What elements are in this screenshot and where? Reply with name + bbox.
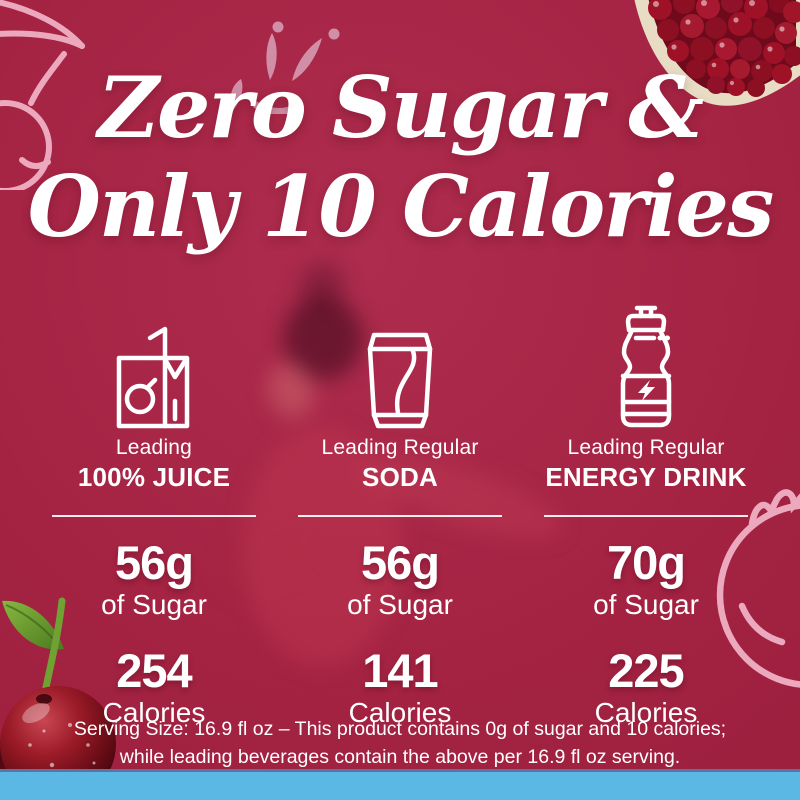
comparison-columns: Leading 100% JUICE 56g of Sugar 254 Calo… bbox=[38, 300, 762, 729]
disclaimer-line1: Serving Size: 16.9 fl oz – This product … bbox=[73, 718, 727, 740]
column-divider bbox=[297, 515, 503, 517]
comparison-column-soda: Leading Regular SODA 56g of Sugar 141 Ca… bbox=[284, 300, 516, 729]
headline: Zero Sugar & Only 10 Calories bbox=[0, 58, 800, 256]
disclaimer-line2: while leading beverages contain the abov… bbox=[119, 745, 681, 768]
column-label-line2: ENERGY DRINK bbox=[545, 462, 747, 492]
column-divider bbox=[543, 515, 749, 517]
footer-color-strip bbox=[0, 769, 800, 800]
calories-value: 141 bbox=[362, 644, 438, 697]
column-label-line2: SODA bbox=[362, 462, 438, 492]
comparison-column-energy-drink: Leading Regular ENERGY DRINK 70g of Suga… bbox=[530, 300, 762, 729]
serving-size-disclaimer: Serving Size: 16.9 fl oz – This product … bbox=[0, 716, 800, 771]
calories-unit: Calories bbox=[594, 697, 698, 728]
sugar-unit: of Sugar bbox=[593, 589, 699, 620]
sugar-value: 70g bbox=[607, 536, 686, 589]
calories-value: 225 bbox=[608, 644, 684, 697]
juice-box-icon bbox=[108, 300, 200, 430]
sugar-value: 56g bbox=[115, 536, 194, 589]
headline-line1: Zero Sugar & bbox=[97, 58, 705, 157]
column-divider bbox=[51, 515, 257, 517]
column-label-line1: Leading Regular bbox=[567, 436, 725, 459]
calories-unit: Calories bbox=[102, 697, 206, 728]
headline-line2: Only 10 Calories bbox=[27, 157, 774, 257]
column-label-line1: Leading bbox=[115, 436, 193, 459]
sugar-value: 56g bbox=[361, 536, 440, 589]
calories-value: 254 bbox=[116, 644, 192, 697]
sugar-unit: of Sugar bbox=[101, 589, 207, 620]
comparison-column-juice: Leading 100% JUICE 56g of Sugar 254 Calo… bbox=[38, 300, 270, 729]
soda-can-icon bbox=[359, 300, 441, 430]
energy-drink-bottle-icon bbox=[600, 300, 692, 430]
column-label-line1: Leading Regular bbox=[321, 436, 479, 459]
column-label-line2: 100% JUICE bbox=[77, 462, 231, 492]
calories-unit: Calories bbox=[348, 697, 452, 728]
sugar-unit: of Sugar bbox=[347, 589, 453, 620]
